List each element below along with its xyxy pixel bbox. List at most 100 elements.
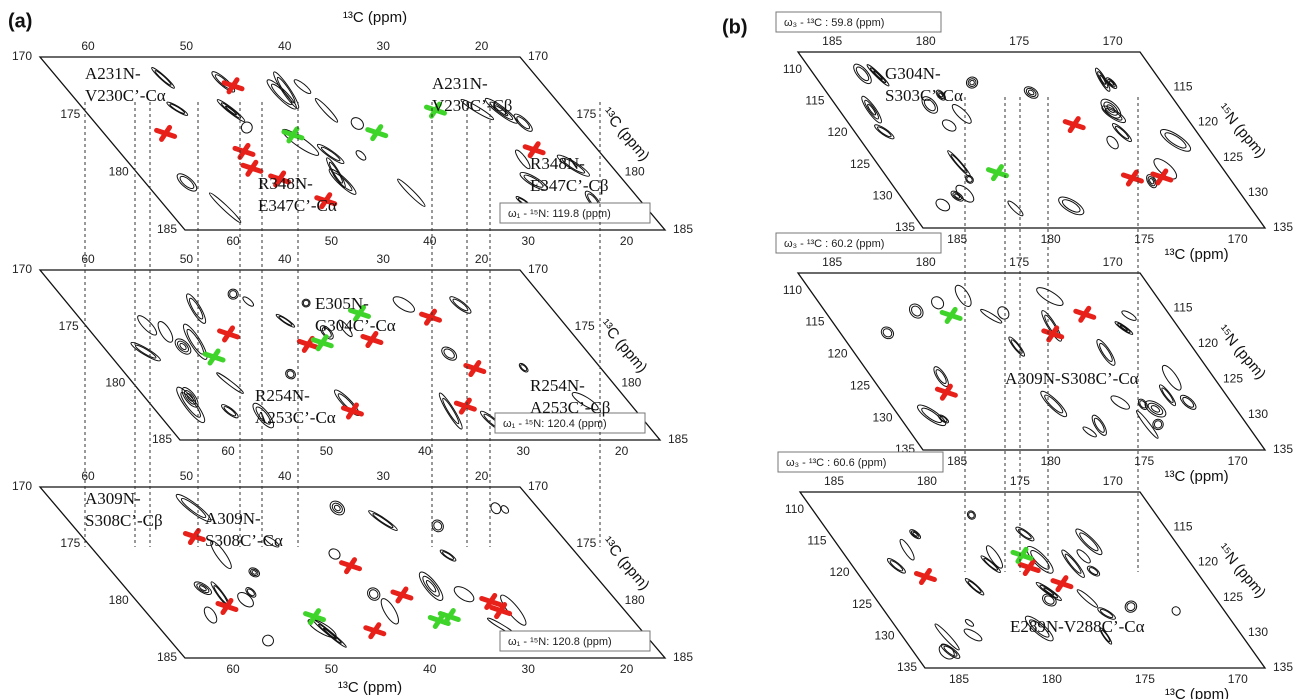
contour	[1035, 581, 1062, 601]
contour	[181, 387, 199, 408]
tick-label: 130	[872, 188, 892, 202]
peak-marker	[1073, 305, 1097, 323]
annotation: G304C’-Cα	[315, 316, 396, 335]
peak-marker	[437, 608, 461, 626]
tick-label: 30	[522, 234, 536, 248]
contour	[151, 67, 175, 89]
contour	[1137, 398, 1148, 411]
contour	[1029, 619, 1050, 638]
tick-label: 110	[783, 283, 802, 297]
peak-marker	[479, 592, 503, 610]
peak-marker	[310, 334, 334, 352]
tick-label: 60	[226, 662, 240, 676]
contour	[1061, 199, 1081, 213]
annotation: R348N-	[258, 174, 313, 193]
peak-marker	[1150, 168, 1174, 186]
peak-marker	[221, 77, 245, 95]
tick-label: 120	[829, 565, 849, 579]
tick-label: 135	[1273, 442, 1293, 456]
contour	[1026, 545, 1054, 574]
contour	[1094, 67, 1111, 92]
tick-label: 170	[1228, 232, 1248, 246]
spectrum-plane	[796, 51, 1267, 229]
tick-label: 185	[947, 232, 967, 246]
tick-label: 40	[278, 469, 292, 483]
peak-marker	[217, 325, 241, 343]
tick-label: 115	[1173, 301, 1192, 315]
contour	[1105, 77, 1118, 90]
slice-label: ω₃ - ¹³C : 60.6 (ppm)	[786, 457, 886, 469]
contour	[880, 326, 895, 340]
tick-label: 50	[320, 444, 334, 458]
tick-label: 180	[917, 474, 937, 488]
peak-marker	[268, 170, 292, 188]
contour	[937, 91, 945, 100]
tick-label: 60	[226, 234, 240, 248]
contour	[270, 83, 293, 106]
contour	[1096, 339, 1116, 366]
contour	[1043, 587, 1055, 596]
peak-marker	[232, 142, 256, 160]
annotation: R254N-	[255, 386, 310, 405]
contour	[980, 308, 1003, 324]
peak-marker	[363, 622, 387, 640]
contour	[494, 105, 509, 117]
tick-label: 180	[105, 376, 125, 390]
contour	[874, 124, 895, 140]
tick-label: 40	[423, 662, 437, 676]
contour	[157, 321, 174, 343]
contour	[1114, 125, 1130, 140]
annotation: E305N-	[315, 294, 369, 313]
contour	[1147, 176, 1156, 187]
contour	[1093, 417, 1105, 433]
tick-label: 175	[1135, 672, 1155, 686]
contour	[1097, 71, 1109, 89]
contour	[923, 98, 936, 112]
peak-marker	[423, 101, 447, 119]
contour	[1044, 595, 1055, 605]
tick-label: 20	[620, 234, 634, 248]
contour	[861, 95, 882, 124]
contour	[275, 313, 296, 328]
peak-marker	[1062, 116, 1086, 134]
contour	[963, 628, 983, 642]
tick-label: 30	[517, 444, 531, 458]
contour	[183, 389, 197, 405]
contour	[882, 328, 893, 338]
contour	[952, 192, 962, 201]
contour	[433, 521, 443, 531]
contour	[1024, 615, 1054, 642]
contour	[518, 362, 529, 373]
annotation: A309N-S308C’-Cα	[1005, 369, 1139, 388]
tick-label: 185	[824, 474, 844, 488]
contour	[873, 70, 883, 81]
contour	[248, 567, 261, 578]
tick-label: 175	[576, 536, 596, 550]
tick-label: 130	[1248, 625, 1268, 639]
contour	[1117, 323, 1131, 334]
tick-label: 40	[423, 234, 437, 248]
tick-label: 185	[949, 672, 969, 686]
contour	[246, 588, 255, 597]
spectrum-plane	[796, 272, 1267, 451]
contour	[1126, 602, 1136, 612]
contour	[969, 79, 975, 86]
contour	[519, 171, 548, 191]
annotation: V230C’-Cβ	[432, 96, 512, 115]
contour	[523, 174, 544, 188]
tick-label: 120	[1198, 115, 1218, 129]
contour	[453, 586, 475, 603]
contour	[935, 369, 947, 384]
tick-label: 180	[621, 376, 641, 390]
peak-marker	[453, 397, 477, 415]
contour	[1018, 528, 1032, 540]
tick-label: 125	[1223, 150, 1243, 164]
contour	[182, 323, 208, 360]
contour	[317, 623, 342, 644]
contour	[1149, 178, 1155, 185]
contour	[175, 493, 212, 523]
contour	[899, 538, 915, 561]
contour	[180, 391, 201, 418]
peak-marker	[489, 602, 513, 620]
